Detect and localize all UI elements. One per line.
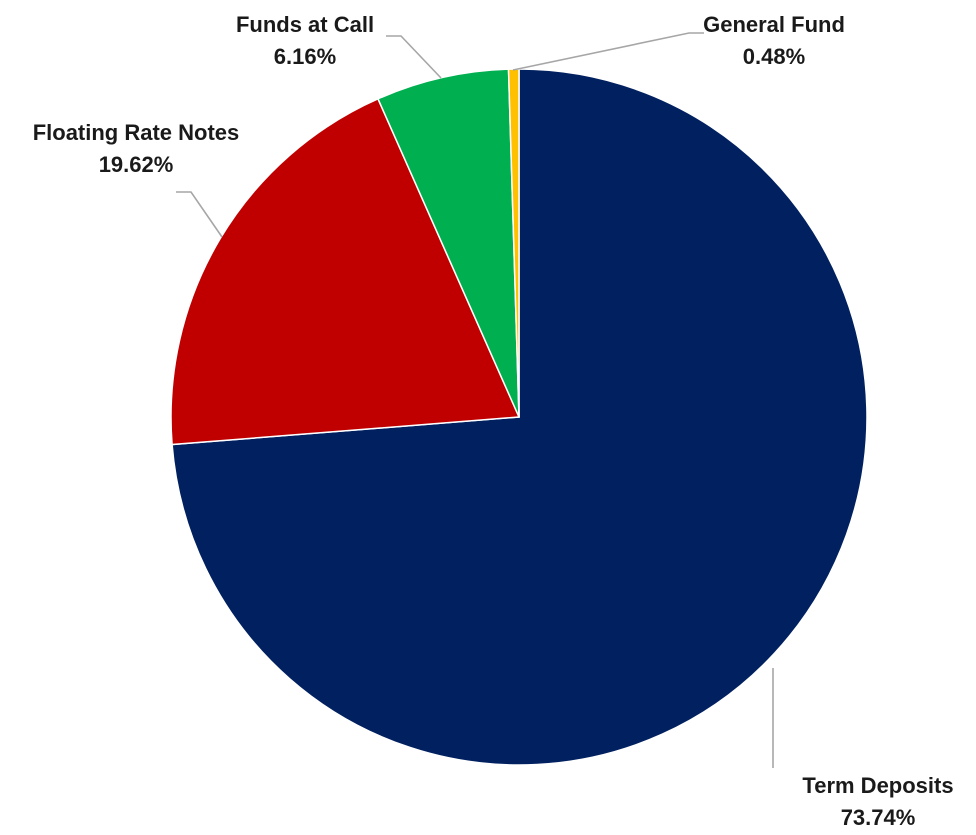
data-label-name-general-fund: General Fund — [703, 12, 845, 37]
data-label-value-funds-at-call: 6.16% — [274, 44, 336, 69]
leader-line-floating-rate-notes — [176, 191, 223, 238]
leader-lines-layer — [176, 32, 774, 768]
slices-layer — [170, 68, 868, 766]
data-label-value-general-fund: 0.48% — [743, 44, 805, 69]
data-label-value-term-deposits: 73.74% — [841, 805, 916, 830]
data-label-name-term-deposits: Term Deposits — [802, 773, 953, 798]
slice-funds-at-call — [376, 68, 520, 418]
data-labels-layer: Term Deposits 73.74% Floating Rate Notes 19… — [33, 12, 954, 830]
slice-floating-rate-notes — [170, 97, 521, 446]
data-label-name-funds-at-call: Funds at Call — [236, 12, 374, 37]
data-label-name-floating-rate-notes: Floating Rate Notes — [33, 120, 240, 145]
leader-line-general-fund — [512, 32, 704, 71]
leader-line-funds-at-call — [386, 35, 442, 79]
data-label-value-floating-rate-notes: 19.62% — [99, 152, 174, 177]
